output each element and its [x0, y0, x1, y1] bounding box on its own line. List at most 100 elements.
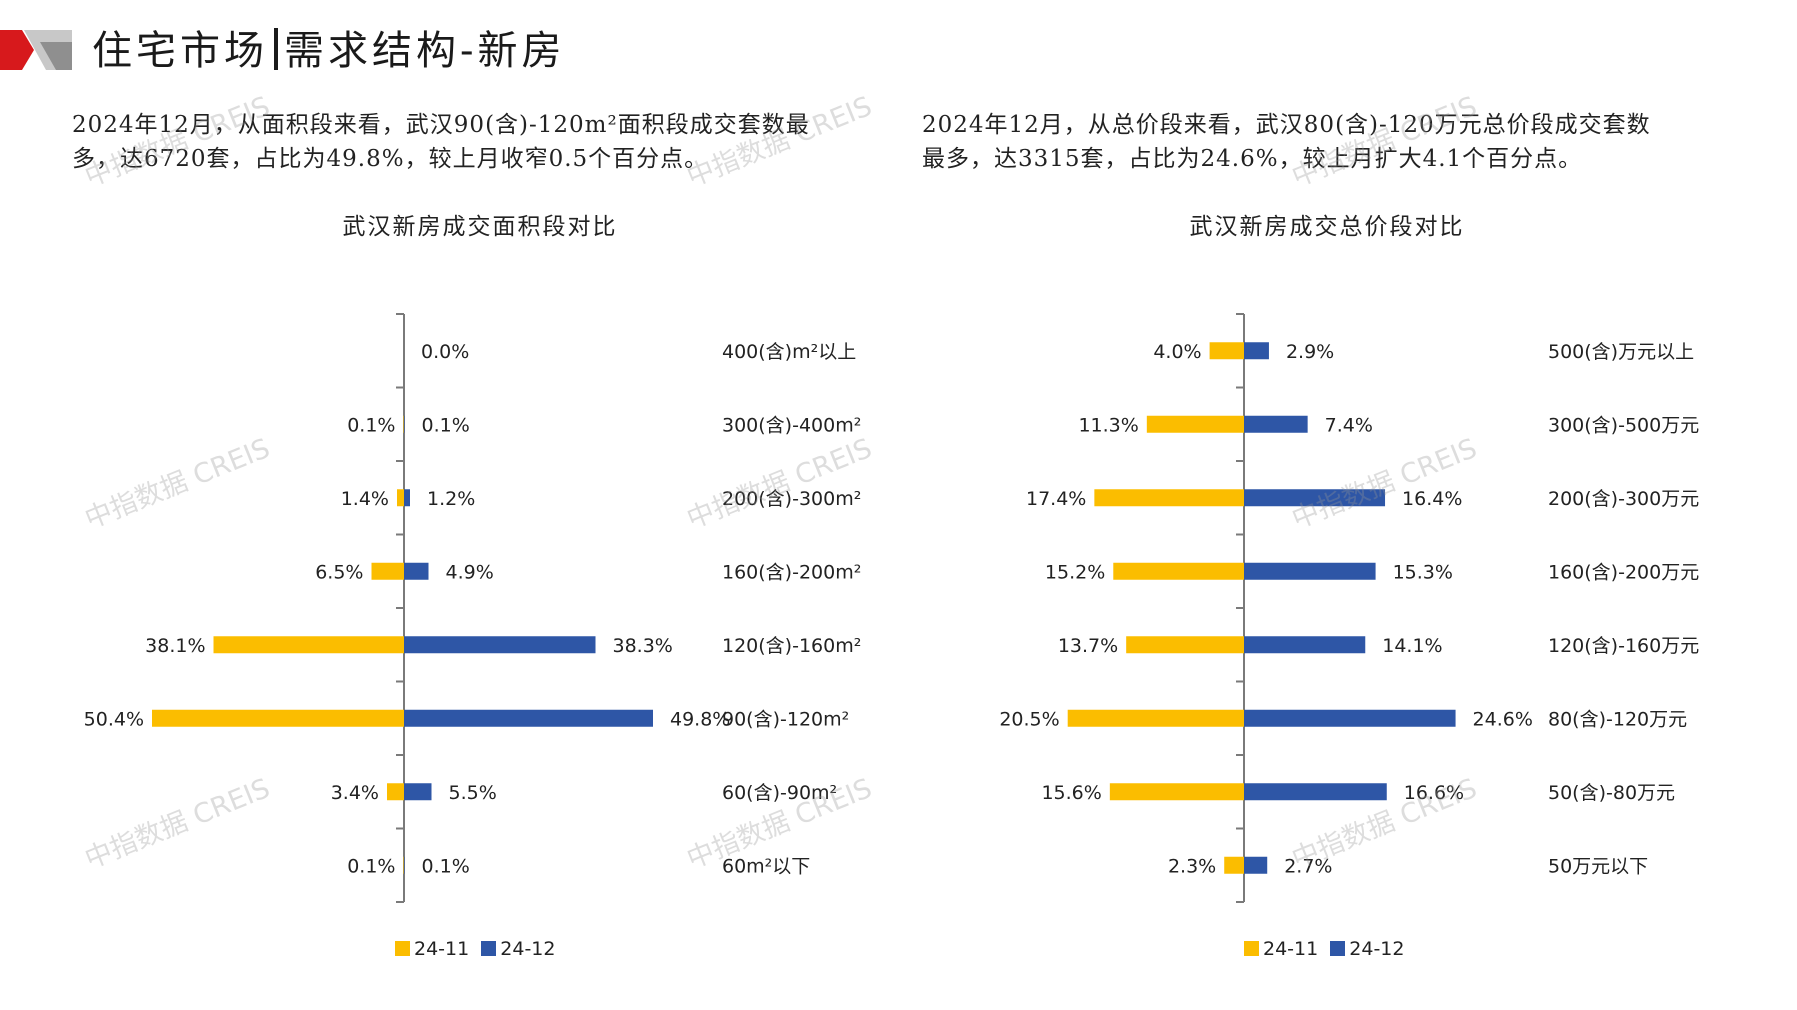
data-label-prev: 50.4%	[84, 708, 144, 730]
bar-prev	[1146, 415, 1244, 433]
data-label-curr: 16.6%	[1404, 782, 1464, 804]
bar-curr	[1244, 709, 1456, 727]
area-chart-title: 武汉新房成交面积段对比	[342, 214, 618, 240]
bar-prev	[1109, 783, 1244, 801]
legend-swatch-curr	[481, 941, 497, 956]
bar-prev	[403, 415, 404, 433]
bar-curr	[1244, 636, 1366, 654]
bar-curr	[404, 636, 596, 654]
legend-swatch-prev	[1244, 941, 1259, 956]
data-label-curr: 49.8%	[670, 708, 730, 730]
data-label-curr: 0.1%	[422, 414, 470, 436]
bar-curr	[404, 415, 405, 433]
data-label-prev: 6.5%	[315, 561, 363, 583]
category-label: 160(含)-200万元	[1548, 561, 1699, 583]
left-description-line-2: 多，达6720套，占比为49.8%，较上月收窄0.5个百分点。	[72, 146, 709, 172]
right-description: 2024年12月，从总价段来看，武汉80(含)-120万元总价段成交套数 最多，…	[922, 108, 1782, 176]
data-label-prev: 17.4%	[1026, 488, 1086, 510]
bar-curr	[1244, 562, 1376, 580]
data-label-prev: 1.4%	[341, 488, 389, 510]
category-label: 300(含)-500万元	[1548, 414, 1699, 436]
legend-label-curr: 24-12	[500, 938, 556, 960]
right-description-line-1: 2024年12月，从总价段来看，武汉80(含)-120万元总价段成交套数	[922, 112, 1651, 138]
title-separator	[274, 28, 278, 70]
left-description: 2024年12月，从面积段来看，武汉90(含)-120m²面积段成交套数最 多，…	[72, 108, 892, 176]
legend-item-prev: 24-11	[395, 938, 469, 960]
category-label: 60(含)-90m²	[722, 782, 837, 804]
data-label-prev: 15.2%	[1045, 561, 1105, 583]
data-label-curr: 5.5%	[449, 782, 497, 804]
legend-label-prev: 24-11	[1263, 938, 1319, 960]
bar-prev	[1126, 636, 1244, 654]
data-label-prev: 0.1%	[347, 414, 395, 436]
bar-curr	[1244, 783, 1387, 801]
bar-prev	[1094, 489, 1244, 507]
data-label-prev: 0.1%	[347, 855, 395, 877]
data-label-curr: 15.3%	[1393, 561, 1453, 583]
legend-item-prev: 24-11	[1244, 938, 1318, 960]
area-chart-legend: 24-11 24-12	[395, 938, 561, 960]
category-label: 50万元以下	[1548, 855, 1648, 877]
data-label-prev: 15.6%	[1041, 782, 1101, 804]
bar-curr	[404, 562, 429, 580]
data-label-curr: 14.1%	[1382, 635, 1442, 657]
category-label: 300(含)-400m²	[722, 414, 861, 436]
brand-logo	[0, 30, 72, 70]
data-label-prev: 2.3%	[1168, 855, 1216, 877]
data-label-curr: 0.1%	[422, 855, 470, 877]
bar-prev	[371, 562, 404, 580]
bar-curr	[1244, 415, 1308, 433]
title-section: 住宅市场	[92, 28, 268, 74]
legend-label-prev: 24-11	[414, 938, 470, 960]
data-label-curr: 1.2%	[427, 488, 475, 510]
bar-curr	[404, 783, 432, 801]
legend-item-curr: 24-12	[481, 938, 555, 960]
data-label-prev: 13.7%	[1058, 635, 1118, 657]
bar-curr	[1244, 342, 1269, 360]
data-label-curr: 4.9%	[446, 561, 494, 583]
category-label: 200(含)-300m²	[722, 488, 861, 510]
logo-red-shape	[0, 30, 34, 70]
bar-prev	[1113, 562, 1244, 580]
category-label: 80(含)-120万元	[1548, 708, 1687, 730]
data-label-prev: 11.3%	[1078, 414, 1138, 436]
data-label-prev: 20.5%	[999, 708, 1059, 730]
data-label-curr: 2.7%	[1284, 855, 1332, 877]
category-label: 400(含)m²以上	[722, 341, 856, 363]
data-label-prev: 38.1%	[145, 635, 205, 657]
category-label: 120(含)-160m²	[722, 635, 861, 657]
category-label: 200(含)-300万元	[1548, 488, 1699, 510]
right-description-line-2: 最多，达3315套，占比为24.6%，较上月扩大4.1个百分点。	[922, 146, 1583, 172]
bar-curr	[404, 856, 405, 874]
category-label: 120(含)-160万元	[1548, 635, 1699, 657]
data-label-curr: 0.0%	[421, 341, 469, 363]
logo-dark-shape	[40, 42, 72, 70]
bar-prev	[403, 856, 404, 874]
category-label: 50(含)-80万元	[1548, 782, 1675, 804]
data-label-curr: 16.4%	[1402, 488, 1462, 510]
data-label-curr: 24.6%	[1473, 708, 1533, 730]
data-label-curr: 7.4%	[1325, 414, 1373, 436]
bar-curr	[404, 489, 410, 507]
category-label: 500(含)万元以上	[1548, 341, 1694, 363]
legend-swatch-prev	[395, 941, 410, 956]
data-label-curr: 2.9%	[1286, 341, 1334, 363]
category-label: 90(含)-120m²	[722, 708, 849, 730]
category-label: 160(含)-200m²	[722, 561, 861, 583]
bar-curr	[404, 709, 653, 727]
category-label: 60m²以下	[722, 855, 810, 877]
bar-prev	[1067, 709, 1244, 727]
bar-curr	[1244, 856, 1268, 874]
data-label-curr: 38.3%	[613, 635, 673, 657]
bar-prev	[387, 783, 404, 801]
bar-prev	[1209, 342, 1244, 360]
bar-prev	[397, 489, 404, 507]
bar-curr	[1244, 489, 1386, 507]
bar-prev	[152, 709, 404, 727]
legend-item-curr: 24-12	[1330, 938, 1404, 960]
bar-prev	[213, 636, 404, 654]
data-label-prev: 4.0%	[1153, 341, 1201, 363]
price-chart-title: 武汉新房成交总价段对比	[1189, 214, 1465, 240]
